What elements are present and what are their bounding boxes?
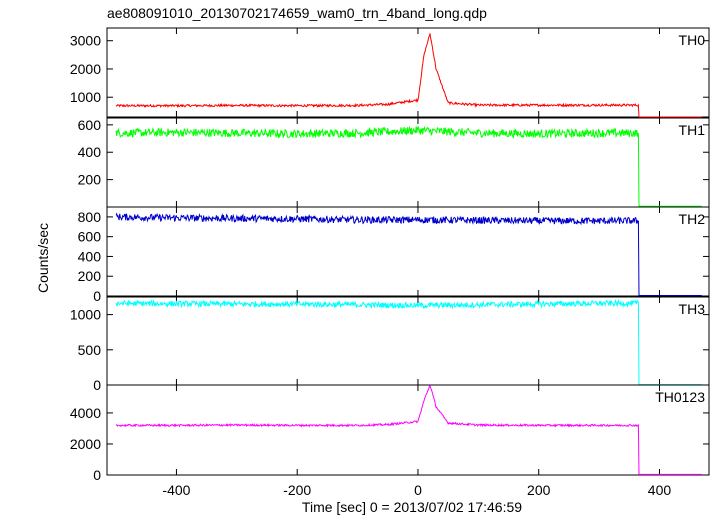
y-tick-label: 200 — [78, 268, 102, 284]
panel-label: TH2 — [679, 211, 706, 227]
y-tick-label: 0 — [93, 377, 101, 393]
panel-label: TH0 — [679, 32, 706, 48]
y-tick-label: 400 — [78, 248, 102, 264]
y-tick-label: 600 — [78, 229, 102, 245]
chart-title: ae808091010_20130702174659_wam0_trn_4ban… — [107, 5, 487, 21]
series-line-th1 — [115, 125, 702, 207]
y-tick-label: 400 — [78, 144, 102, 160]
x-tick-label: -400 — [162, 482, 190, 498]
series-line-th0 — [115, 33, 702, 118]
x-tick-label: 0 — [414, 482, 422, 498]
panel-label: TH3 — [679, 301, 706, 317]
y-tick-label: 3000 — [70, 33, 101, 49]
panel-frame — [106, 296, 710, 386]
panel-frame — [106, 384, 710, 476]
x-axis-label: Time [sec] 0 = 2013/07/02 17:46:59 — [302, 499, 522, 515]
panel-th1: 200 400 600 TH1 — [78, 117, 710, 208]
y-tick-label: 0 — [93, 467, 101, 483]
y-tick-label: 600 — [78, 117, 102, 133]
y-tick-label: 0 — [93, 288, 101, 304]
series-line-th2 — [115, 212, 702, 296]
y-tick-label: 4000 — [70, 405, 101, 421]
panel-th2: 0 200 400 600 800 TH2 — [78, 206, 710, 304]
y-tick-label: 2000 — [70, 61, 101, 77]
x-tick-label: 200 — [527, 482, 551, 498]
panel-label: TH1 — [679, 122, 706, 138]
panel-th0: 1000 2000 3000 TH0 — [70, 27, 710, 118]
y-axis-label: Counts/sec — [35, 223, 51, 293]
x-tick-label: 400 — [648, 482, 672, 498]
panel-label: TH0123 — [655, 389, 705, 405]
series-line-th3 — [115, 298, 702, 386]
series-line-th0123 — [116, 384, 702, 475]
y-tick-label: 1000 — [70, 307, 101, 323]
y-tick-label: 200 — [78, 172, 102, 188]
y-tick-label: 1000 — [70, 89, 101, 105]
panel-frame — [106, 27, 710, 118]
panel-th0123: 0 2000 4000 TH0123 — [70, 384, 710, 483]
panel-frame — [106, 206, 710, 297]
y-tick-label: 500 — [78, 342, 102, 358]
x-tick-label: -200 — [283, 482, 311, 498]
y-tick-label: 800 — [78, 209, 102, 225]
y-tick-label: 2000 — [70, 436, 101, 452]
panel-th3: 0 500 1000 TH3 — [70, 296, 710, 393]
